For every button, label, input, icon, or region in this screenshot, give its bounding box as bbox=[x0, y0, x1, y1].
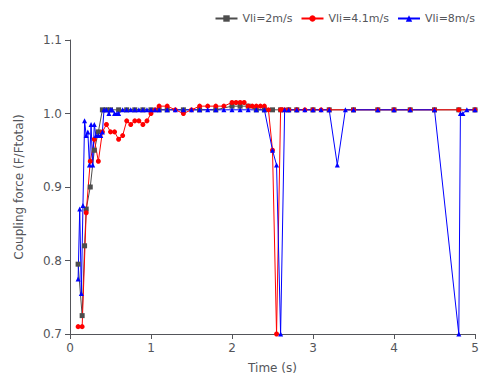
svg-text:0: 0 bbox=[66, 341, 74, 355]
svg-text:2: 2 bbox=[228, 341, 236, 355]
svg-text:1.0: 1.0 bbox=[43, 107, 62, 121]
svg-text:Vli=4.1m/s: Vli=4.1m/s bbox=[328, 12, 389, 25]
svg-text:Coupling force (F/Ftotal): Coupling force (F/Ftotal) bbox=[12, 114, 26, 259]
svg-text:1: 1 bbox=[147, 341, 155, 355]
svg-text:Time (s): Time (s) bbox=[247, 361, 297, 375]
svg-text:1.1: 1.1 bbox=[43, 33, 62, 47]
svg-text:5: 5 bbox=[471, 341, 479, 355]
svg-text:0.8: 0.8 bbox=[43, 254, 62, 268]
svg-text:4: 4 bbox=[390, 341, 398, 355]
svg-text:Vli=8m/s: Vli=8m/s bbox=[425, 12, 475, 25]
svg-text:3: 3 bbox=[309, 341, 317, 355]
svg-text:0.9: 0.9 bbox=[43, 180, 62, 194]
svg-text:Vli=2m/s: Vli=2m/s bbox=[242, 12, 292, 25]
svg-text:0.7: 0.7 bbox=[43, 327, 62, 341]
